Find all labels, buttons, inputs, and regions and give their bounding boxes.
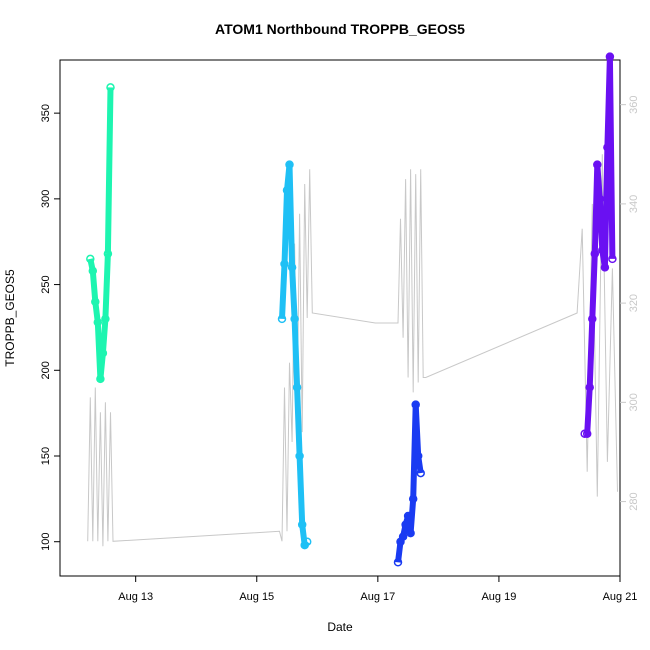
plot-frame bbox=[59, 59, 621, 577]
data-point bbox=[280, 259, 289, 269]
data-point bbox=[287, 263, 297, 272]
series-4 bbox=[580, 52, 617, 438]
y-tick-label-left: 300 bbox=[40, 190, 52, 208]
data-point bbox=[403, 511, 413, 521]
y-tick-label-right: 320 bbox=[628, 294, 640, 312]
data-point bbox=[91, 297, 100, 306]
series-4-line bbox=[584, 53, 616, 437]
data-series bbox=[86, 52, 617, 567]
data-point bbox=[393, 558, 403, 567]
data-point bbox=[598, 246, 607, 255]
x-tick-label: Aug 17 bbox=[360, 591, 395, 603]
data-point bbox=[585, 383, 594, 392]
x-tick-label: Aug 21 bbox=[603, 591, 638, 603]
y-tick-label-right: 360 bbox=[628, 95, 640, 113]
data-point bbox=[295, 451, 304, 461]
chart-title: ATOM1 Northbound TROPPB_GEOS5 bbox=[215, 21, 465, 37]
y-tick-label-right: 300 bbox=[628, 393, 640, 411]
data-point bbox=[398, 532, 408, 541]
y-tick-label-left: 200 bbox=[40, 361, 52, 379]
data-point bbox=[101, 314, 110, 324]
data-point bbox=[411, 400, 420, 409]
data-point bbox=[88, 266, 98, 276]
series-2 bbox=[277, 160, 312, 550]
data-point bbox=[285, 160, 294, 169]
series-1-line bbox=[87, 87, 114, 382]
data-point bbox=[297, 520, 307, 529]
data-point bbox=[282, 186, 292, 195]
data-point bbox=[98, 348, 108, 358]
data-point bbox=[590, 249, 600, 258]
y-tick-label-right: 340 bbox=[628, 195, 640, 213]
y-tick-label-left: 150 bbox=[40, 447, 52, 465]
data-point bbox=[408, 494, 418, 504]
series-1 bbox=[86, 83, 115, 384]
y-tick-label-right: 280 bbox=[628, 492, 640, 510]
data-point bbox=[96, 374, 105, 384]
y-axis-left: 100 150 200 250 300 350 bbox=[40, 104, 60, 551]
series-3 bbox=[393, 400, 425, 567]
data-point bbox=[401, 520, 410, 529]
y-axis-right: 280 300 320 340 360 bbox=[620, 95, 640, 511]
data-point bbox=[605, 52, 615, 61]
data-point bbox=[588, 314, 597, 324]
overlay-series bbox=[87, 154, 618, 547]
data-point bbox=[593, 160, 602, 169]
data-point bbox=[103, 249, 113, 258]
data-point bbox=[292, 383, 302, 392]
series-2-line bbox=[279, 161, 310, 549]
data-point bbox=[416, 468, 425, 478]
data-point bbox=[290, 314, 299, 324]
data-point bbox=[302, 537, 312, 546]
overlay-line bbox=[87, 154, 618, 547]
data-point bbox=[406, 528, 415, 538]
y-tick-label-left: 250 bbox=[40, 275, 52, 293]
x-axis: Aug 13 Aug 15 Aug 17 Aug 19 Aug 21 bbox=[118, 576, 637, 603]
data-point bbox=[595, 194, 605, 204]
x-tick-label: Aug 19 bbox=[481, 591, 516, 603]
y-axis-label: TROPPB_GEOS5 bbox=[3, 269, 17, 367]
data-point bbox=[608, 254, 617, 264]
data-point bbox=[277, 314, 287, 324]
data-point bbox=[106, 83, 115, 92]
data-point bbox=[600, 263, 610, 272]
data-point bbox=[603, 143, 612, 152]
data-point bbox=[413, 451, 423, 461]
data-point bbox=[93, 318, 103, 327]
x-tick-label: Aug 15 bbox=[239, 591, 274, 603]
x-tick-label: Aug 13 bbox=[118, 591, 153, 603]
y-tick-label-left: 100 bbox=[40, 533, 52, 551]
data-point bbox=[86, 254, 95, 264]
data-point bbox=[580, 429, 589, 438]
x-axis-label: Date bbox=[327, 620, 353, 634]
data-point bbox=[582, 429, 592, 438]
y-tick-label-left: 350 bbox=[40, 104, 52, 122]
